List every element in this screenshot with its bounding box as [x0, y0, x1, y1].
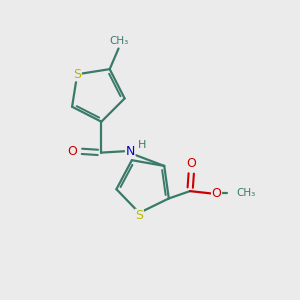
Text: CH₃: CH₃ [236, 188, 256, 199]
Text: O: O [68, 145, 77, 158]
Text: O: O [187, 157, 196, 170]
Text: O: O [212, 187, 221, 200]
Text: H: H [137, 140, 146, 150]
Text: S: S [135, 209, 143, 222]
Text: CH₃: CH₃ [109, 36, 128, 46]
Text: N: N [125, 145, 135, 158]
Text: S: S [73, 68, 81, 81]
